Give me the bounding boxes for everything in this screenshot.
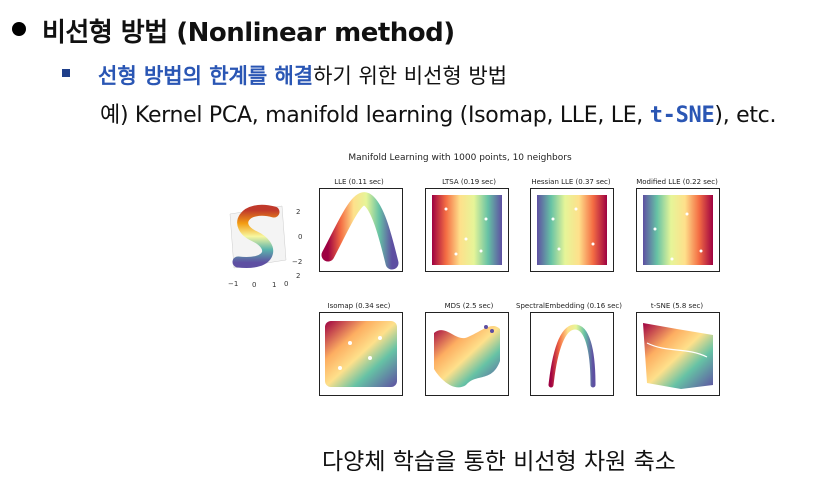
x-tick-1: 1 — [272, 281, 277, 289]
z-tick-neg2: −2 — [292, 258, 303, 266]
panel-mds — [425, 312, 509, 396]
sub-rest: 하기 위한 비선형 방법 — [313, 64, 508, 88]
sub-highlight: 선형 방법의 한계를 해결 — [98, 64, 314, 88]
panel-spectral — [530, 312, 614, 396]
figure-caption: 다양체 학습을 통한 비선형 차원 축소 — [322, 449, 676, 475]
panel-lle — [319, 188, 403, 272]
panel-title-hessian-lle: Hessian LLE (0.37 sec) — [531, 178, 611, 186]
sub-heading: 선형 방법의 한계를 해결하기 위한 비선형 방법 — [98, 60, 507, 90]
example-prefix: 예) Kernel PCA, manifold learning (Isomap… — [100, 103, 650, 128]
panel-title-mds: MDS (2.5 sec) — [444, 302, 494, 310]
y-tick-2: 2 — [296, 272, 301, 280]
x-tick-neg1: −1 — [228, 280, 239, 288]
panel-modified-lle — [636, 188, 720, 272]
x-tick-0: 0 — [252, 281, 257, 289]
panel-ltsa — [425, 188, 509, 272]
panel-tsne — [636, 312, 720, 396]
example-suffix: ), etc. — [714, 103, 777, 128]
panel-title-lle: LLE (0.11 sec) — [334, 178, 384, 186]
panel-hessian-lle — [530, 188, 614, 272]
panel-isomap — [319, 312, 403, 396]
example-line: 예) Kernel PCA, manifold learning (Isomap… — [100, 97, 776, 129]
panel-title-tsne: t-SNE (5.8 sec) — [650, 302, 704, 310]
s-curve-3d-plot — [224, 196, 302, 288]
example-tsne: t-SNE — [649, 103, 715, 128]
heading: 비선형 방법 (Nonlinear method) — [42, 18, 455, 48]
panel-title-ltsa: LTSA (0.19 sec) — [442, 178, 496, 186]
panel-title-spectral: SpectralEmbedding (0.16 sec) — [516, 302, 622, 310]
bullet-dot — [12, 22, 26, 36]
figure-title: Manifold Learning with 1000 points, 10 n… — [348, 153, 572, 163]
y-tick-0: 0 — [284, 280, 289, 288]
panel-title-modified-lle: Modified LLE (0.22 sec) — [636, 178, 718, 186]
z-tick-0: 0 — [298, 233, 303, 241]
sub-bullet-square — [62, 69, 70, 77]
panel-title-isomap: Isomap (0.34 sec) — [327, 302, 391, 310]
z-tick-2: 2 — [296, 208, 301, 216]
